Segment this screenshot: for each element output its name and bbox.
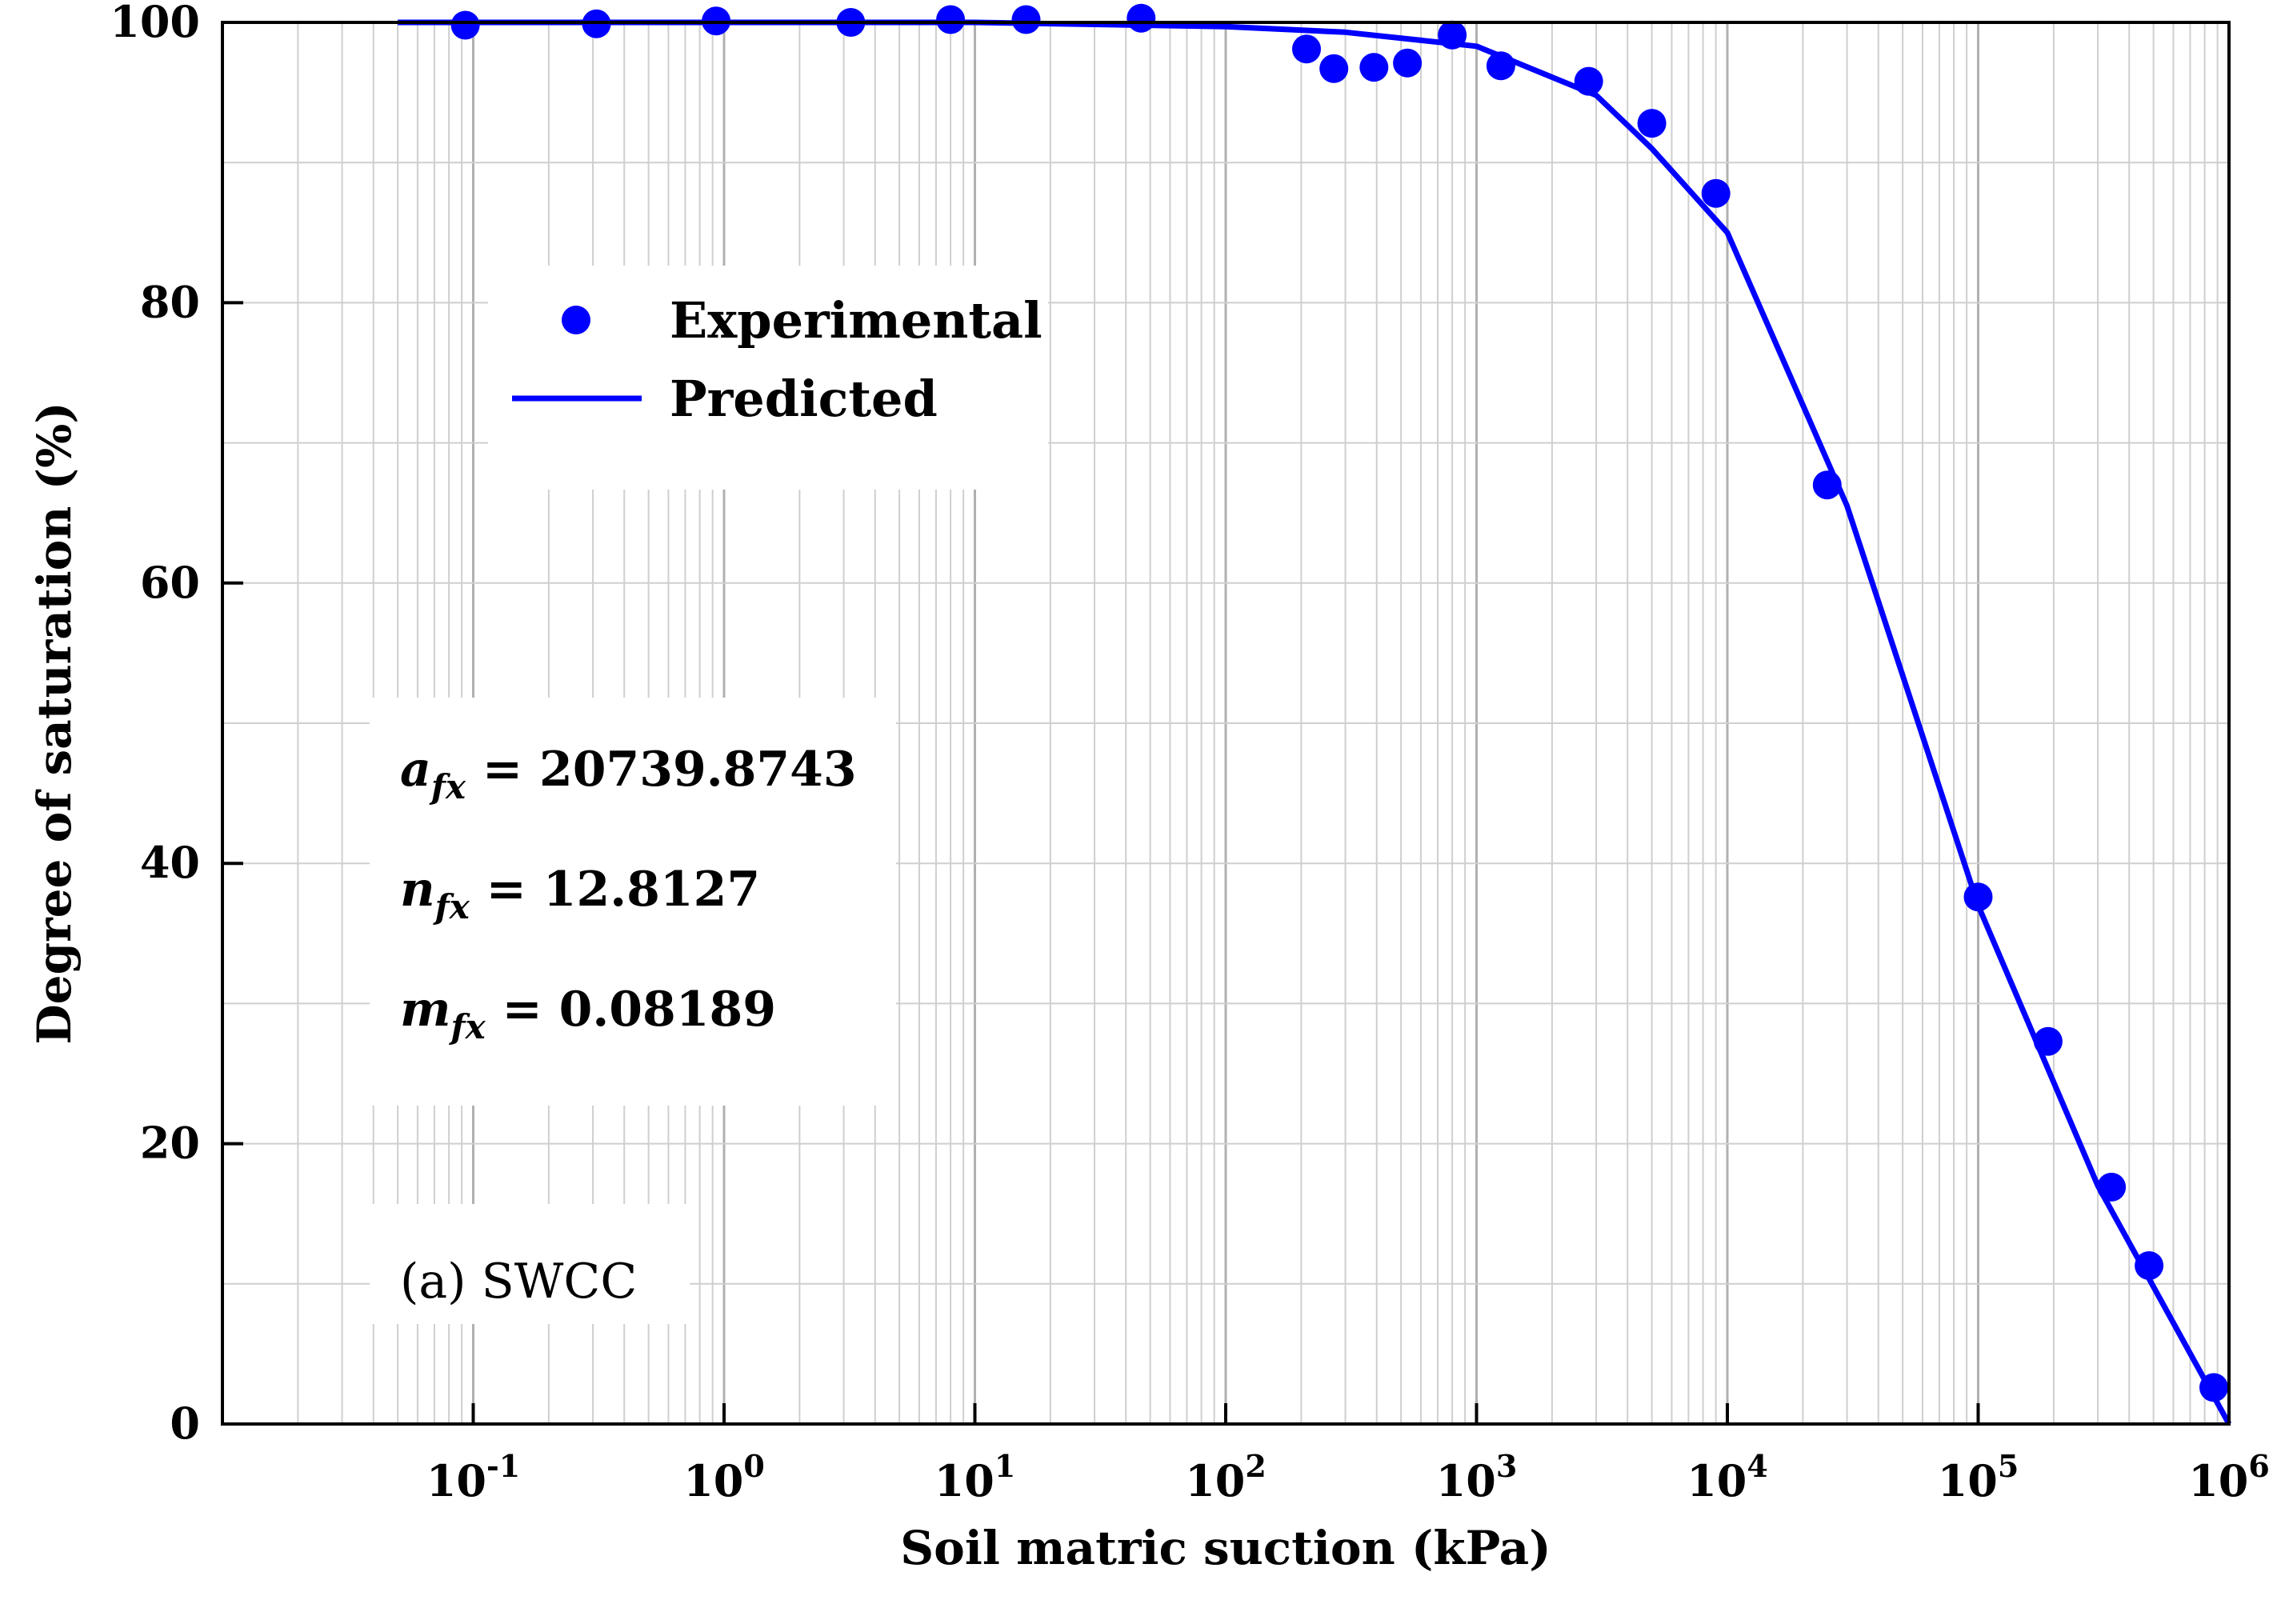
y-tick-label: 60 xyxy=(140,557,200,608)
x-tick-label: 101 xyxy=(934,1448,1016,1506)
y-tick-label: 80 xyxy=(140,276,200,327)
x-tick-label: 102 xyxy=(1185,1448,1267,1506)
experimental-point xyxy=(450,10,480,40)
y-tick-label: 20 xyxy=(140,1118,200,1169)
experimental-point xyxy=(1292,34,1321,64)
experimental-point xyxy=(936,5,966,34)
legend-background xyxy=(488,266,1048,490)
y-tick-label: 0 xyxy=(170,1398,200,1449)
experimental-point xyxy=(1486,51,1515,81)
experimental-point xyxy=(2097,1172,2127,1202)
y-axis-title: Degree of saturation (%) xyxy=(27,402,82,1044)
y-axis: 0 20 40 60 80 100 xyxy=(110,0,243,1449)
parameter-annotations: afx = 20739.8743 nfx = 12.8127 mfx = 0.0… xyxy=(400,742,857,1310)
experimental-point xyxy=(1319,54,1349,83)
experimental-point xyxy=(1359,53,1389,82)
experimental-point xyxy=(2199,1373,2228,1402)
experimental-point xyxy=(1126,3,1156,33)
legend-label-experimental: Experimental xyxy=(670,291,1042,350)
x-tick-label: 105 xyxy=(1938,1448,2019,1506)
annotation-m-fx: mfx = 0.08189 xyxy=(400,982,776,1046)
y-tick-label: 100 xyxy=(110,0,200,47)
x-axis: 10-1 100 101 102 103 104 105 106 xyxy=(426,1403,2270,1506)
experimental-point xyxy=(1011,5,1041,34)
experimental-point xyxy=(1393,48,1423,78)
x-tick-label: 100 xyxy=(683,1448,765,1506)
annotation-background xyxy=(370,698,896,1324)
experimental-point xyxy=(2135,1251,2164,1280)
legend: Experimental Predicted xyxy=(512,291,1042,428)
x-axis-title: Soil matric suction (kPa) xyxy=(900,1521,1551,1575)
x-tick-label: 10-1 xyxy=(426,1448,520,1506)
experimental-point xyxy=(1812,470,1842,500)
legend-label-predicted: Predicted xyxy=(670,370,938,428)
annotation-a-fx: afx = 20739.8743 xyxy=(400,742,857,806)
panel-label: (a) SWCC xyxy=(400,1254,637,1310)
experimental-point xyxy=(1701,178,1731,208)
experimental-point xyxy=(1438,20,1467,50)
y-tick-label: 40 xyxy=(140,837,200,888)
legend-marker-experimental xyxy=(562,306,590,334)
experimental-point xyxy=(1574,66,1603,96)
annotation-n-fx: nfx = 12.8127 xyxy=(400,862,760,926)
experimental-point xyxy=(1637,109,1667,138)
x-tick-label: 104 xyxy=(1687,1448,1768,1506)
x-tick-label: 103 xyxy=(1436,1448,1518,1506)
experimental-point xyxy=(2033,1026,2063,1056)
x-tick-label: 106 xyxy=(2188,1448,2270,1506)
experimental-point xyxy=(1963,882,1993,912)
